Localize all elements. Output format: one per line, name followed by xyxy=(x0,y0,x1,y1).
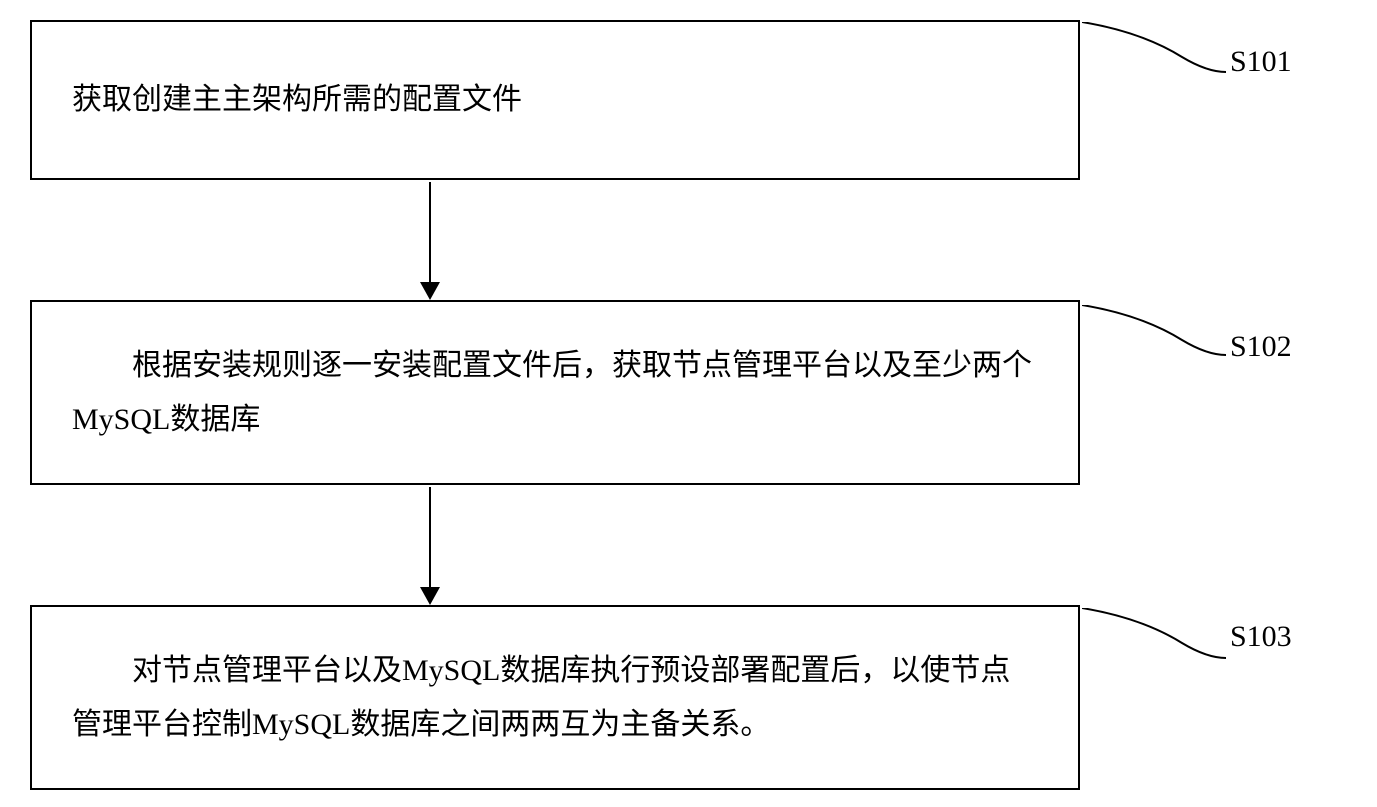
step-1-label-curve xyxy=(1082,22,1227,77)
flowchart-container: 获取创建主主架构所需的配置文件 S101 根据安装规则逐一安装配置文件后，获取节… xyxy=(0,0,1377,807)
step-3-text: 对节点管理平台以及MySQL数据库执行预设部署配置后，以使节点管理平台控制MyS… xyxy=(72,644,1038,752)
step-2-label: S102 xyxy=(1230,330,1292,364)
step-2-text: 根据安装规则逐一安装配置文件后，获取节点管理平台以及至少两个MySQL数据库 xyxy=(72,339,1038,447)
arrow-2 xyxy=(420,487,440,605)
flowchart-step-2: 根据安装规则逐一安装配置文件后，获取节点管理平台以及至少两个MySQL数据库 xyxy=(30,300,1080,485)
step-1-label: S101 xyxy=(1230,45,1292,79)
step-3-label: S103 xyxy=(1230,620,1292,654)
flowchart-step-3: 对节点管理平台以及MySQL数据库执行预设部署配置后，以使节点管理平台控制MyS… xyxy=(30,605,1080,790)
step-3-label-curve xyxy=(1082,608,1227,663)
step-1-text: 获取创建主主架构所需的配置文件 xyxy=(72,73,522,127)
flowchart-step-1: 获取创建主主架构所需的配置文件 xyxy=(30,20,1080,180)
arrow-1 xyxy=(420,182,440,300)
step-2-label-curve xyxy=(1082,305,1227,360)
